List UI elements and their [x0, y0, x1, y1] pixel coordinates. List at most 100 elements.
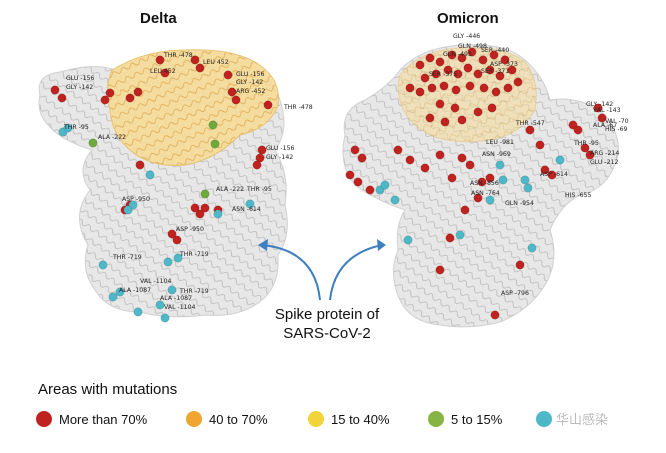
legend-dot-green: [428, 411, 444, 427]
legend-label: 5 to 15%: [451, 411, 503, 427]
mutation-sphere-cyan: [160, 313, 170, 323]
mutation-sphere-high: [473, 69, 483, 79]
mutation-sphere-high: [415, 60, 425, 70]
mutation-sphere-cyan: [115, 287, 125, 297]
mutation-sphere-high: [57, 93, 67, 103]
mutation-sphere-cyan: [173, 253, 183, 263]
residue-label: VAL -143: [593, 107, 621, 114]
mutation-sphere-green: [208, 120, 218, 130]
residue-label: THR -478: [163, 52, 193, 59]
mutation-sphere-high: [200, 203, 210, 213]
mutation-sphere-high: [597, 113, 607, 123]
mutation-sphere-high: [465, 160, 475, 170]
mutation-sphere-high: [415, 87, 425, 97]
mutation-sphere-high: [439, 81, 449, 91]
residue-label: HIS -69: [605, 126, 628, 133]
residue-label: GLU -156: [66, 75, 95, 82]
mutation-sphere-high: [405, 83, 415, 93]
mutation-sphere-cyan: [403, 235, 413, 245]
mutation-sphere-high: [540, 165, 550, 175]
mutation-sphere-high: [500, 55, 510, 65]
mutation-sphere-green: [210, 139, 220, 149]
mutation-sphere-high: [365, 185, 375, 195]
mutation-sphere-high: [195, 209, 205, 219]
residue-label: HIS -655: [565, 192, 591, 199]
residue-label: ASP -950: [176, 226, 204, 233]
residue-label: GLU -212: [590, 159, 619, 166]
residue-label: ASN -614: [232, 206, 261, 213]
mutation-sphere-high: [440, 117, 450, 127]
mutation-sphere-high: [425, 53, 435, 63]
mutation-sphere-high: [495, 71, 505, 81]
delta-title: Delta: [140, 10, 177, 27]
mutation-sphere-high: [491, 87, 501, 97]
mutation-sphere-high: [420, 73, 430, 83]
mutation-sphere-cyan: [133, 307, 143, 317]
mutation-sphere-high: [490, 310, 500, 320]
residue-label: SER -375: [429, 71, 457, 78]
spike-protein-label-line1: Spike protein of: [274, 306, 380, 323]
mutation-sphere-high: [453, 69, 463, 79]
spike-protein-label: Spike protein of SARS-CoV-2: [252, 305, 402, 343]
mutation-sphere-high: [580, 143, 590, 153]
residue-label: THR -719: [112, 254, 142, 261]
mutation-sphere-high: [357, 153, 367, 163]
mutation-sphere-high: [585, 150, 595, 160]
legend-dot-cyan: [536, 411, 552, 427]
residue-label: ARG -452: [236, 88, 265, 95]
mutation-sphere-high: [435, 150, 445, 160]
mutation-sphere-high: [227, 87, 237, 97]
mutation-sphere-cyan: [498, 175, 508, 185]
mutation-sphere-high: [445, 233, 455, 243]
residue-label: VAL -1104: [164, 304, 196, 311]
mutation-sphere-high: [167, 229, 177, 239]
mutation-sphere-high: [465, 81, 475, 91]
legend-item-cyan: [536, 408, 559, 430]
mutation-sphere-high: [485, 173, 495, 183]
residue-label: THR -478: [283, 104, 313, 111]
mutation-sphere-high: [473, 107, 483, 117]
residue-label: THR -95: [573, 140, 599, 147]
residue-label: GLY -142: [236, 79, 263, 86]
residue-label: THR -547: [515, 120, 545, 127]
mutation-sphere-cyan: [245, 199, 255, 209]
mutation-sphere-cyan: [213, 209, 223, 219]
legend: More than 70% 40 to 70% 15 to 40% 5 to 1…: [36, 408, 656, 430]
mutation-sphere-cyan: [555, 155, 565, 165]
legend-item-40-to-70: 40 to 70%: [186, 408, 268, 430]
legend-item-15-to-40: 15 to 40%: [308, 408, 390, 430]
residue-label: ASP -614: [540, 171, 568, 178]
mutation-sphere-high: [231, 95, 241, 105]
mutation-sphere-high: [513, 77, 523, 87]
residue-label: THR -95: [63, 124, 89, 131]
legend-label: More than 70%: [59, 411, 148, 427]
arrow-to-delta: [261, 244, 321, 301]
mutation-sphere-high: [105, 88, 115, 98]
mutation-sphere-high: [467, 47, 477, 57]
mutation-sphere-cyan: [123, 205, 133, 215]
legend-item-5-to-15: 5 to 15%: [428, 408, 502, 430]
mutation-sphere-high: [155, 55, 165, 65]
mutation-sphere-cyan: [495, 160, 505, 170]
mutation-sphere-high: [525, 125, 535, 135]
mutation-sphere-high: [50, 85, 60, 95]
mutation-sphere-high: [345, 170, 355, 180]
mutation-spheres: [50, 47, 607, 323]
residue-label: GLN -954: [505, 200, 534, 207]
mutation-sphere-high: [515, 260, 525, 270]
residue-label: ALA -1087: [119, 287, 151, 294]
mutation-sphere-high: [223, 70, 233, 80]
residue-label: SER -440: [481, 47, 509, 54]
residue-label: ASP -796: [501, 290, 529, 297]
residue-label: ASP -373: [490, 61, 518, 68]
mutation-sphere-high: [420, 163, 430, 173]
mutation-sphere-cyan: [163, 257, 173, 267]
mutation-sphere-high: [573, 125, 583, 135]
mutation-sphere-high: [479, 83, 489, 93]
legend-dot-yellow: [308, 411, 324, 427]
mutation-sphere-cyan: [527, 243, 537, 253]
residue-label: ARG -214: [590, 150, 619, 157]
mutation-sphere-green: [88, 138, 98, 148]
